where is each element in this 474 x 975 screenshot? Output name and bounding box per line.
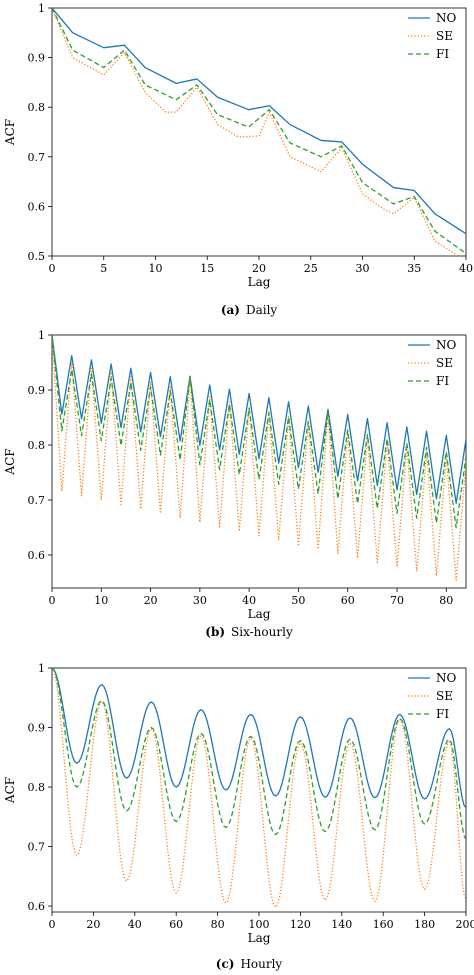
series-line-fi (52, 335, 466, 529)
x-tick-label: 40 (459, 262, 473, 275)
y-axis-title: ACF (3, 448, 17, 475)
x-tick-label: 50 (291, 594, 305, 607)
x-tick-label: 140 (331, 918, 352, 931)
plot-frame (51, 334, 467, 589)
x-tick-label: 40 (128, 918, 142, 931)
y-axis-title: ACF (3, 777, 17, 804)
y-tick-label: 0.8 (28, 101, 46, 114)
y-tick-label: 0.7 (28, 494, 46, 507)
x-tick-label: 80 (439, 594, 453, 607)
x-tick-label: 0 (49, 918, 56, 931)
y-tick-label: 0.7 (28, 151, 46, 164)
x-tick-label: 15 (200, 262, 214, 275)
caption-tag: (a) (221, 303, 240, 317)
panel-daily: 0 5 10 15 20 25 30 35 40 0.5 0.6 0.7 0.8 0.9 1 Lag ACF NO… (3, 2, 473, 317)
x-tick-label: 160 (373, 918, 394, 931)
caption-text: Daily (246, 303, 277, 317)
legend-label-se: SE (436, 689, 453, 703)
x-tick-label: 60 (169, 918, 183, 931)
panel-hourly: 0 20 40 60 80 100 120 140 160 180 200 0.6 0.7 0.8 0.9 1… (3, 662, 474, 971)
y-tick-label: 0.6 (28, 900, 46, 913)
legend-label-fi: FI (436, 707, 449, 721)
panel-six-hourly: 0 10 20 30 40 50 60 70 80 0.6 0.7 0.8 0.9 1 Lag ACF NO SE… (3, 329, 467, 639)
x-tick-label: 0 (49, 594, 56, 607)
y-tick-label: 0.6 (28, 549, 46, 562)
figure-caption: (b) Six-hourly (205, 625, 293, 639)
y-tick-label: 0.9 (28, 384, 46, 397)
y-tick-label: 0.9 (28, 52, 46, 65)
caption-text: Six-hourly (231, 625, 293, 639)
x-tick-label: 180 (414, 918, 435, 931)
caption-tag: (b) (205, 625, 225, 639)
x-tick-label: 5 (100, 262, 107, 275)
y-tick-label: 0.8 (28, 439, 46, 452)
y-tick-label: 0.8 (28, 781, 46, 794)
legend-label-se: SE (436, 29, 453, 43)
x-tick-label: 0 (49, 262, 56, 275)
x-tick-label: 70 (390, 594, 404, 607)
x-axis-title: Lag (248, 607, 271, 621)
y-tick-label: 1 (38, 662, 45, 675)
x-axis-title: Lag (248, 931, 271, 945)
series-line-se (52, 668, 466, 908)
x-tick-label: 20 (144, 594, 158, 607)
x-tick-label: 100 (249, 918, 270, 931)
y-axis-title: ACF (3, 119, 17, 146)
figure-caption: (a) Daily (221, 303, 278, 317)
x-tick-label: 200 (456, 918, 474, 931)
series-line-se (52, 335, 466, 581)
caption-text: Hourly (240, 957, 282, 971)
y-tick-label: 0.6 (28, 200, 46, 213)
x-tick-label: 80 (211, 918, 225, 931)
x-tick-label: 60 (341, 594, 355, 607)
legend-label-fi: FI (436, 47, 449, 61)
legend-label-no: NO (436, 671, 457, 685)
legend-label-no: NO (436, 338, 457, 352)
legend-label-fi: FI (436, 374, 449, 388)
series-line-no (52, 668, 466, 809)
caption-tag: (c) (216, 957, 235, 971)
series-line-se (52, 8, 460, 256)
series-line-no (52, 335, 466, 504)
legend-label-no: NO (436, 11, 457, 25)
series-line-fi (52, 8, 466, 255)
x-tick-label: 20 (86, 918, 100, 931)
y-tick-label: 0.9 (28, 722, 46, 735)
plot-frame (51, 7, 467, 257)
series-line-no (52, 8, 466, 235)
y-tick-label: 0.7 (28, 841, 46, 854)
legend-label-se: SE (436, 356, 453, 370)
x-tick-label: 25 (304, 262, 318, 275)
y-tick-label: 1 (38, 2, 45, 15)
x-tick-label: 30 (356, 262, 370, 275)
x-tick-label: 10 (94, 594, 108, 607)
series-line-fi (52, 668, 466, 840)
x-axis-title: Lag (248, 275, 271, 289)
plot-frame (51, 667, 467, 913)
x-tick-label: 20 (252, 262, 266, 275)
x-tick-label: 30 (193, 594, 207, 607)
x-tick-label: 40 (242, 594, 256, 607)
x-tick-label: 10 (149, 262, 163, 275)
y-tick-label: 0.5 (28, 250, 46, 263)
y-tick-label: 1 (38, 329, 45, 342)
x-tick-label: 120 (290, 918, 311, 931)
x-tick-label: 35 (407, 262, 421, 275)
figure-caption: (c) Hourly (216, 957, 283, 971)
